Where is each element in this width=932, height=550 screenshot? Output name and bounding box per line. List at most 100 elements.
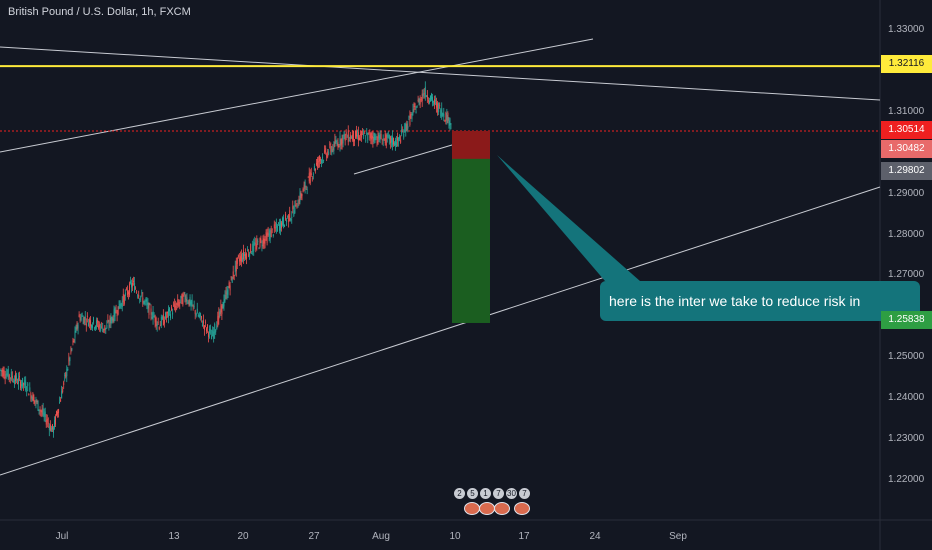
price-badge: 1.30514: [881, 121, 932, 139]
candle-body: [295, 200, 297, 202]
candle-body: [395, 140, 396, 146]
candle-body: [101, 323, 103, 325]
channel-lower-line: [0, 186, 881, 476]
candle-body: [406, 123, 408, 131]
price-badge: 1.32116: [881, 55, 932, 73]
candle-body: [185, 298, 187, 302]
candle-body: [261, 245, 263, 246]
candle-body: [124, 292, 126, 296]
candle-body: [64, 375, 66, 376]
candle-body: [1, 369, 3, 372]
candle-body: [92, 325, 93, 328]
candle-body: [148, 302, 150, 315]
candle-body: [0, 370, 2, 371]
candle-body: [313, 166, 315, 170]
candle-body: [23, 383, 25, 385]
candle-body: [189, 296, 191, 306]
candle-body: [254, 242, 256, 245]
candle-body: [55, 416, 56, 425]
event-marker[interactable]: 2: [454, 488, 465, 499]
us-flag-icon[interactable]: [464, 502, 480, 515]
uk-flag-icon[interactable]: [479, 502, 495, 515]
candle-body: [4, 376, 6, 379]
candle-body: [132, 283, 134, 287]
candle-body: [177, 299, 179, 306]
candle-body: [444, 120, 446, 122]
candle-body: [169, 308, 170, 312]
candle-body: [286, 219, 288, 223]
candle-body: [230, 276, 232, 278]
y-tick-label: 1.24000: [888, 392, 925, 404]
candle-body: [231, 277, 233, 283]
candle-body: [280, 220, 281, 231]
candle-body: [9, 377, 11, 379]
candle-body: [367, 132, 369, 141]
candle-body: [35, 398, 37, 403]
event-marker[interactable]: 7: [493, 488, 504, 499]
candle-body: [176, 303, 178, 306]
candle-body: [294, 204, 296, 214]
candle-body: [17, 383, 18, 385]
candle-body: [93, 317, 94, 323]
candle-body: [180, 295, 182, 299]
candle-body: [271, 228, 273, 230]
candle-body: [213, 331, 215, 339]
candle-body: [140, 295, 142, 299]
candle-body: [40, 410, 42, 412]
us-flag-icon[interactable]: [494, 502, 510, 515]
candle-body: [287, 215, 289, 217]
candle-body: [8, 374, 10, 378]
candle-body: [255, 244, 257, 250]
candle-body: [229, 285, 231, 291]
price-badge: 1.25838: [881, 311, 932, 329]
x-tick-label: 27: [308, 531, 320, 542]
candle-body: [63, 382, 65, 386]
candle-body: [415, 111, 417, 114]
candle-body: [258, 248, 260, 250]
candle-body: [306, 189, 308, 190]
candle-body: [131, 283, 132, 288]
candle-body: [206, 328, 207, 332]
candle-body: [387, 135, 389, 137]
candle-body: [277, 222, 279, 225]
y-tick-label: 1.33000: [888, 24, 925, 35]
candle-body: [311, 178, 313, 180]
candle-body: [319, 156, 320, 162]
candle-body: [115, 310, 117, 313]
uk-flag-icon[interactable]: [514, 502, 530, 515]
event-marker[interactable]: 30: [506, 488, 517, 499]
candle-body: [351, 134, 353, 140]
candle-body: [281, 222, 282, 229]
candle-body: [146, 302, 148, 305]
candle-body: [141, 292, 143, 294]
candle-body: [437, 103, 439, 113]
candle-body: [361, 131, 363, 138]
candle-body: [156, 323, 158, 327]
candle-body: [48, 426, 50, 431]
candle-body: [66, 368, 68, 377]
candle-body: [416, 105, 418, 108]
candle-body: [142, 297, 144, 304]
candle-body: [249, 252, 251, 257]
candle-body: [440, 110, 442, 117]
channel-upper-line: [0, 38, 594, 153]
candle-body: [222, 302, 224, 309]
candle-body: [181, 294, 183, 305]
annotation-callout[interactable]: here is the inter we take to reduce risk…: [600, 281, 920, 321]
candle-body: [242, 257, 243, 261]
event-marker[interactable]: 1: [480, 488, 491, 499]
candle-body: [137, 295, 139, 297]
annotation-pointer: [497, 155, 640, 281]
candle-body: [316, 162, 317, 165]
candle-body: [291, 216, 293, 218]
candle-body: [241, 254, 242, 262]
candle-body: [136, 291, 138, 293]
candle-body: [220, 305, 222, 313]
candle-body: [394, 142, 395, 146]
candle-body: [447, 113, 449, 121]
economic-events[interactable]: 2 5 1 7 30 7: [454, 488, 530, 516]
event-marker[interactable]: 5: [467, 488, 478, 499]
candle-body: [272, 234, 274, 236]
event-marker[interactable]: 7: [519, 488, 530, 499]
